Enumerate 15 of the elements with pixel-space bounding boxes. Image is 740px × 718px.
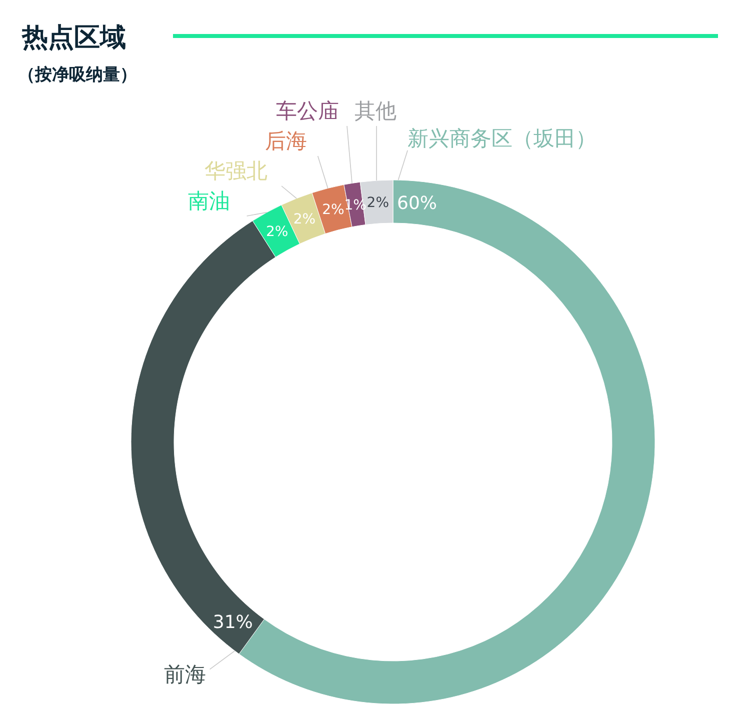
slice-label: 南油 <box>188 189 230 213</box>
data-label: 2% <box>293 211 316 228</box>
data-label: 2% <box>266 224 288 240</box>
slice-label: 车公庙 <box>276 99 340 123</box>
slice-label: 其他 <box>354 99 397 123</box>
chart-subtitle: （按净吸纳量） <box>18 65 137 85</box>
slice-label: 华强北 <box>204 159 268 183</box>
slice-label: 新兴商务区（坂田） <box>408 126 597 150</box>
slice-label: 后海 <box>264 129 307 153</box>
data-label: 2% <box>322 202 344 218</box>
data-label: 31% <box>212 612 253 633</box>
data-label: 2% <box>366 194 390 211</box>
slice-label: 前海 <box>164 662 206 686</box>
chart-title: 热点区域 <box>21 23 126 53</box>
data-label: 60% <box>397 193 438 214</box>
